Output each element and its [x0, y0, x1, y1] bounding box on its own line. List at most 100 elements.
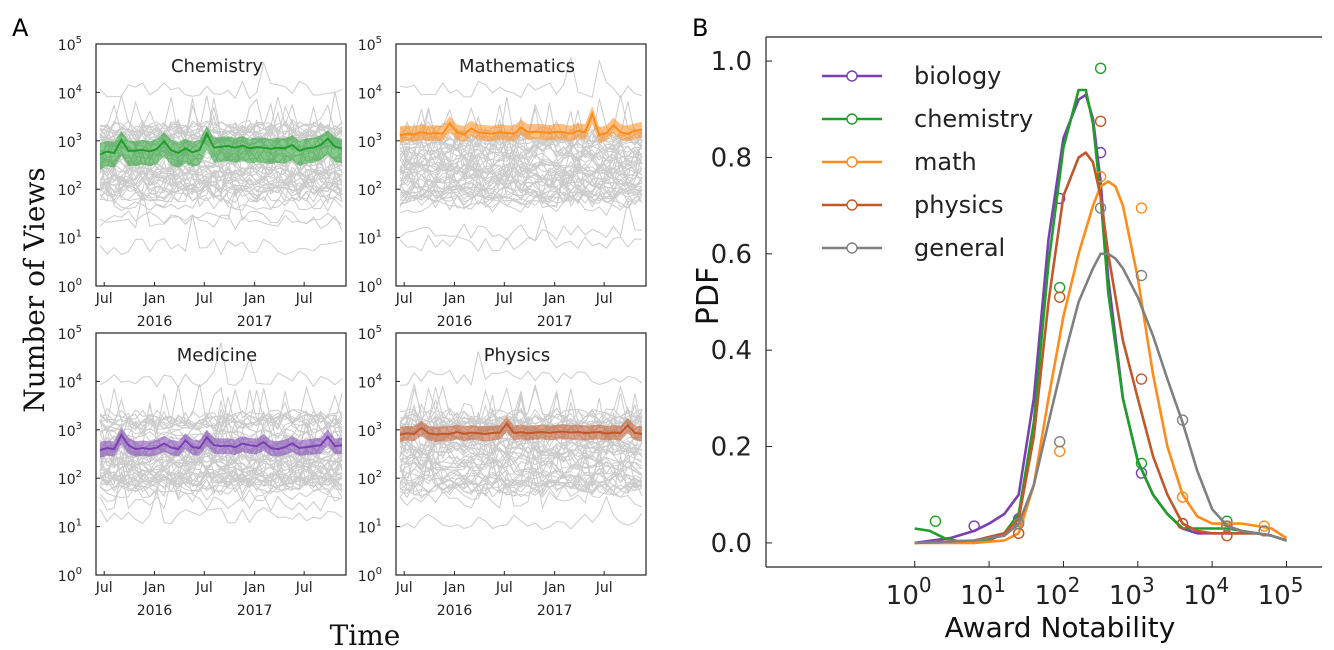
data-point — [1053, 436, 1066, 448]
y-tick-label-base: 10 — [358, 327, 376, 343]
y-tick-label: 104 — [58, 372, 82, 391]
interquartile-band — [100, 427, 342, 459]
background-trace — [399, 129, 643, 162]
y-tick-label-exp: 2 — [76, 180, 82, 191]
x-tick-label: 103 — [1109, 573, 1155, 611]
y-tick-label-base: 10 — [358, 183, 376, 199]
y-tick-label: 104 — [358, 83, 382, 102]
y-tick-label-base: 10 — [58, 569, 76, 585]
y-tick-label-exp: 2 — [376, 469, 382, 480]
background-trace — [399, 351, 643, 387]
median-line — [399, 110, 643, 137]
y-tick-label: 0.4 — [711, 336, 752, 366]
background-trace — [399, 385, 643, 426]
x-tick-label: 105 — [1258, 573, 1304, 611]
background-trace — [399, 121, 643, 163]
x-tick-label: 101 — [960, 573, 1006, 611]
interquartile-band — [100, 126, 342, 170]
background-trace — [99, 451, 343, 490]
subplot-frame — [95, 43, 347, 287]
y-tick-label: 100 — [58, 277, 82, 296]
y-tick-label-exp: 3 — [376, 421, 382, 432]
data-point — [1053, 291, 1066, 303]
y-tick-label-base: 10 — [358, 280, 376, 296]
y-tick-label: 103 — [358, 421, 382, 440]
y-tick-label: 104 — [358, 372, 382, 391]
y-tick-label: 102 — [358, 469, 382, 488]
y-tick-label-exp: 4 — [76, 372, 82, 383]
y-tick-label-exp: 1 — [76, 518, 82, 529]
y-tick-label-exp: 0 — [376, 277, 382, 288]
y-tick-label: 101 — [58, 229, 82, 248]
y-tick-label: 101 — [358, 518, 382, 537]
x-tick-year: 2016 — [137, 314, 173, 330]
x-tick-label-exp: 3 — [1142, 573, 1155, 597]
x-tick-label: Jul — [595, 580, 613, 596]
legend-marker — [846, 242, 858, 254]
y-tick-label-exp: 3 — [376, 132, 382, 143]
background-trace — [99, 173, 343, 193]
y-tick-label: 100 — [358, 277, 382, 296]
data-point — [1176, 517, 1189, 530]
data-point — [1135, 269, 1148, 282]
y-tick-label: 105 — [358, 35, 382, 54]
x-tick-label-exp: 1 — [993, 573, 1006, 597]
background-trace — [399, 140, 643, 183]
y-tick-label-base: 10 — [58, 86, 76, 102]
x-tick-label: Jul — [195, 580, 213, 596]
series-line — [914, 252, 1287, 545]
x-tick-year: 2017 — [537, 603, 573, 619]
x-tick-label: Jul — [195, 291, 213, 307]
y-tick-label-exp: 1 — [376, 518, 382, 529]
panel-a-views-over-time: Number of Views Time Chemistry1001011021… — [18, 35, 647, 650]
background-trace — [399, 200, 643, 242]
y-tick-label-base: 10 — [58, 135, 76, 151]
x-tick-year: 2016 — [137, 603, 173, 619]
series-physics: physics — [822, 115, 1287, 545]
background-trace — [399, 184, 643, 202]
background-traces — [99, 342, 343, 525]
background-trace — [99, 393, 343, 438]
legend-marker — [846, 70, 858, 82]
background-trace — [99, 475, 343, 493]
legend-marker — [846, 113, 858, 125]
background-trace — [99, 136, 343, 175]
data-point — [1221, 520, 1233, 532]
subplot-title: Mathematics — [459, 56, 575, 77]
background-trace — [399, 57, 643, 99]
data-point — [929, 515, 942, 527]
x-tick-label: Jan — [243, 580, 266, 596]
y-tick-label-exp: 0 — [76, 566, 82, 577]
y-tick-label-base: 10 — [58, 521, 76, 537]
background-trace — [99, 342, 343, 388]
y-tick-label: 0.8 — [711, 143, 752, 173]
data-point — [1176, 414, 1189, 426]
x-tick-year: 2016 — [437, 314, 473, 330]
legend-label: general — [914, 234, 1005, 262]
x-tick-label: Jan — [443, 291, 466, 307]
x-tick-label-base: 10 — [960, 581, 993, 611]
y-tick-label-exp: 5 — [76, 35, 82, 46]
x-tick-label: Jan — [243, 291, 266, 307]
y-tick-label-exp: 0 — [376, 566, 382, 577]
median-line — [99, 433, 343, 452]
y-tick-label-base: 10 — [58, 232, 76, 248]
x-tick-label: Jan — [143, 580, 166, 596]
x-tick-label-base: 10 — [1258, 581, 1291, 611]
x-tick-label: Jul — [95, 580, 113, 596]
x-tick-label: Jan — [443, 580, 466, 596]
background-trace — [99, 189, 343, 227]
y-tick-label: 104 — [58, 83, 82, 102]
x-tick-label: Jul — [595, 291, 613, 307]
legend-label: biology — [914, 62, 1001, 90]
subplot-frame — [95, 332, 347, 576]
x-tick-label-exp: 2 — [1068, 573, 1081, 597]
background-trace — [99, 191, 343, 231]
y-tick-label-base: 10 — [358, 375, 376, 391]
background-traces — [399, 57, 643, 252]
y-tick-label-base: 10 — [58, 424, 76, 440]
x-tick-label: Jul — [395, 291, 413, 307]
y-tick-label: 0.2 — [711, 433, 752, 463]
